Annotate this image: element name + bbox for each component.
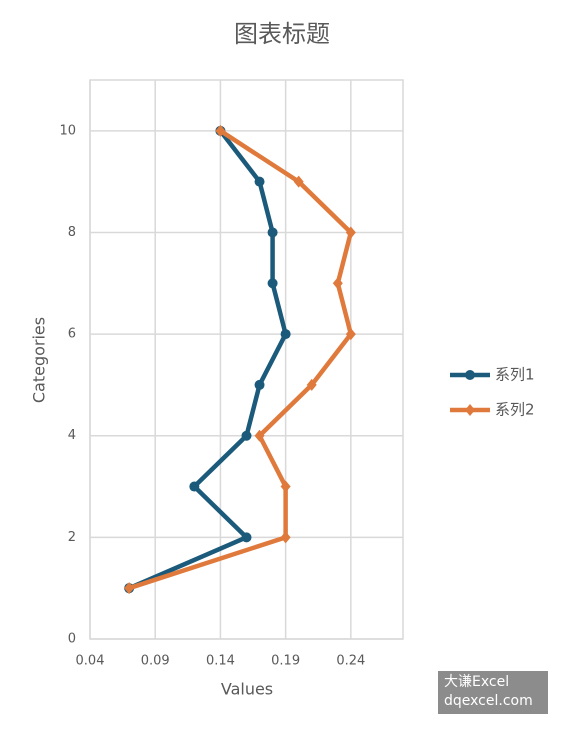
point [267,278,278,289]
point [254,429,265,442]
legend-label: 系列2 [495,401,535,419]
point [345,328,356,341]
x-axis-title: Values [221,680,273,699]
y-tick-label: 10 [59,123,76,138]
watermark: 大谦Excel [444,674,509,690]
chart-title: 图表标题 [234,20,330,48]
x-tick-label: 0.19 [271,654,300,669]
point [280,329,291,340]
y-axis-title: Categories [30,317,49,403]
point [280,531,291,544]
x-tick-label: 0.04 [76,654,105,669]
series-line [128,129,288,591]
plot-frame [89,79,404,640]
x-tick-label: 0.14 [206,654,235,669]
point [189,481,200,492]
point [280,480,291,493]
legend-label: 系列1 [495,366,535,384]
y-tick-label: 0 [68,632,76,647]
point [332,277,343,290]
point [241,430,252,441]
point [124,582,135,595]
y-tick-label: 8 [68,225,76,240]
legend-marker [465,370,475,380]
y-tick-label: 2 [68,530,76,545]
point [293,175,304,188]
x-tick-label: 0.24 [336,654,365,669]
point [254,176,265,187]
point [215,124,226,137]
watermark: dqexcel.com [444,693,533,709]
point [254,379,265,390]
point [345,226,356,239]
watermark-box [438,671,548,714]
series-line [128,128,354,591]
x-tick-label: 0.09 [141,654,170,669]
point [267,227,278,238]
point [241,532,252,543]
y-tick-label: 6 [68,327,76,342]
point [306,378,317,391]
y-tick-label: 4 [68,428,76,443]
legend-marker [465,404,475,416]
